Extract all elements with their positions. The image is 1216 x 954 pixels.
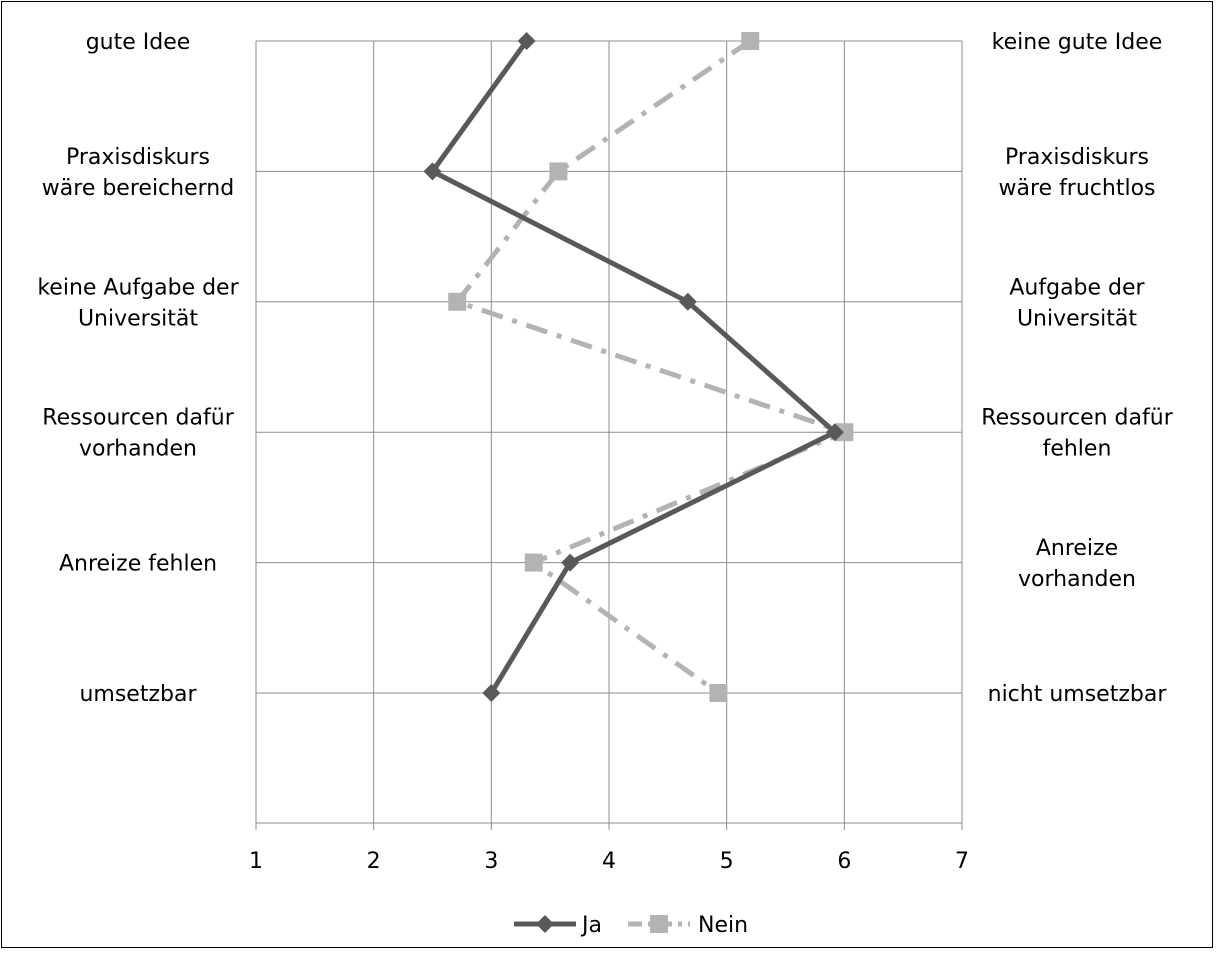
data-point-ja [423, 162, 442, 181]
data-point-ja [825, 423, 844, 442]
legend-swatch-marker-ja [536, 915, 554, 933]
legend: Ja Nein [514, 913, 748, 938]
left-pole-label: Ressourcen dafür [42, 406, 234, 431]
series-group [423, 32, 854, 702]
right-pole-label: wäre fruchtlos [999, 176, 1156, 201]
right-pole-label: nicht umsetzbar [988, 682, 1168, 707]
right-pole-label: vorhanden [1018, 567, 1136, 592]
right-pole-label: Praxisdiskurs [1005, 145, 1149, 170]
data-point-ja [561, 553, 580, 572]
x-tick-label: 3 [484, 849, 498, 874]
right-pole-label: fehlen [1043, 437, 1112, 462]
legend-label-nein: Nein [698, 913, 748, 938]
x-tick-label: 7 [955, 849, 969, 874]
data-point-nein [835, 423, 854, 442]
x-tick-label: 5 [720, 849, 734, 874]
right-pole-label: Aufgabe der [1009, 275, 1145, 300]
data-point-nein [741, 32, 760, 50]
data-point-ja [678, 292, 697, 311]
left-pole-label: Universität [78, 306, 198, 331]
data-point-ja [517, 32, 536, 50]
x-tick-label: 4 [602, 849, 616, 874]
left-pole-label: wäre bereichernd [42, 176, 234, 201]
legend-swatch-marker-nein [650, 915, 668, 933]
x-tick-label: 1 [249, 849, 263, 874]
data-point-nein [448, 292, 467, 311]
x-axis-ticks: 1 2 3 4 5 6 7 [249, 823, 969, 874]
data-point-nein [549, 162, 568, 181]
item-labels: gute Idee keine gute Idee Praxisdiskurs wär… [37, 30, 1173, 707]
right-pole-label: Ressourcen dafür [981, 406, 1173, 431]
grid-lines [255, 40, 963, 824]
left-pole-label: umsetzbar [79, 682, 197, 707]
left-pole-label: vorhanden [79, 437, 197, 462]
series-line-ja [430, 39, 838, 695]
left-pole-label: gute Idee [86, 30, 191, 55]
right-pole-label: Universität [1017, 306, 1137, 331]
left-pole-label: Praxisdiskurs [66, 145, 210, 170]
data-point-nein [524, 553, 543, 572]
series-line-nein [454, 38, 847, 696]
left-pole-label: Anreize fehlen [59, 552, 217, 577]
right-pole-label: Anreize [1036, 536, 1118, 561]
legend-label-ja: Ja [580, 913, 602, 938]
left-pole-label: keine Aufgabe der [37, 275, 239, 300]
right-pole-label: keine gute Idee [992, 30, 1163, 55]
data-point-nein [709, 684, 728, 702]
data-point-ja [482, 684, 501, 702]
x-tick-label: 2 [367, 849, 381, 874]
x-tick-label: 6 [837, 849, 851, 874]
